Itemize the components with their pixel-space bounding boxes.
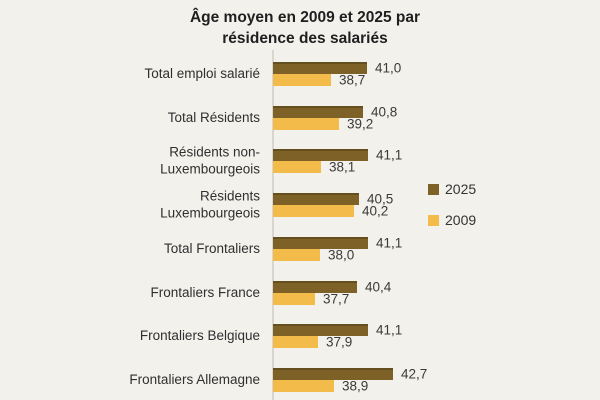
category-label: Total Résidents xyxy=(167,109,260,125)
category-label: Frontaliers Allemagne xyxy=(129,371,260,387)
category-label: Frontaliers France xyxy=(150,284,260,300)
bar-2025 xyxy=(273,62,367,74)
value-label-2009: 39,2 xyxy=(347,116,374,132)
value-label-2009: 38,0 xyxy=(328,247,355,263)
bar-2009 xyxy=(273,379,334,392)
value-label-2025: 40,4 xyxy=(365,279,392,294)
bar-2025 xyxy=(273,324,368,337)
value-label-2025: 40,8 xyxy=(371,104,398,120)
value-label-2025: 41,1 xyxy=(376,147,403,163)
value-label-2009: 37,7 xyxy=(323,291,350,306)
bar-2009 xyxy=(273,205,354,218)
bar-2009 xyxy=(273,336,318,349)
bar-2025 xyxy=(273,280,357,293)
category-label: Résidents Luxembourgeois xyxy=(160,188,260,221)
bar-2025 xyxy=(273,149,368,162)
value-label-2025: 41,1 xyxy=(376,322,403,338)
category-label: Total Frontaliers xyxy=(163,240,260,256)
category-label: Total emploi salarié xyxy=(144,65,260,81)
bar-2025 xyxy=(273,105,363,118)
category-label: Frontaliers Belgique xyxy=(139,327,260,343)
bar-2025 xyxy=(273,367,393,380)
bar-2025 xyxy=(273,193,359,206)
chart-title: Âge moyen en 2009 et 2025 par résidence … xyxy=(189,9,421,47)
value-label-2025: 41,0 xyxy=(375,60,402,76)
bar-2009 xyxy=(273,74,331,86)
value-label-2009: 37,9 xyxy=(326,334,353,350)
category-axis-line xyxy=(272,50,274,400)
value-label-2009: 38,7 xyxy=(339,72,366,88)
value-label-2009: 40,2 xyxy=(362,203,389,219)
legend-swatch-2009 xyxy=(428,214,439,226)
bar-2025 xyxy=(273,236,368,249)
legend-item-2009: 2009 xyxy=(428,212,476,228)
bar-2009 xyxy=(273,248,320,261)
value-label-2009: 38,9 xyxy=(342,378,369,394)
value-label-2009: 38,1 xyxy=(329,159,356,175)
value-label-2025: 40,5 xyxy=(367,191,394,207)
value-label-2025: 42,7 xyxy=(401,366,428,382)
legend-label: 2025 xyxy=(445,181,477,197)
legend-swatch-2025 xyxy=(428,183,439,195)
bar-2009 xyxy=(273,161,321,174)
bar-2009 xyxy=(273,117,339,130)
bar-2009 xyxy=(273,292,315,305)
category-label: Résidents non-Luxembourgeois xyxy=(160,144,260,177)
value-label-2025: 41,1 xyxy=(376,235,403,251)
legend-label: 2009 xyxy=(445,212,477,228)
legend-item-2025: 2025 xyxy=(428,181,476,197)
